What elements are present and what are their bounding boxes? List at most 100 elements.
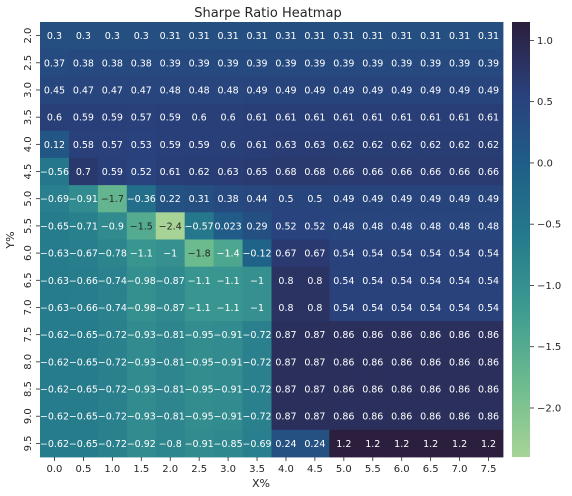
- heatmap-cell: [213, 185, 243, 213]
- heatmap-cells: [40, 22, 504, 458]
- heatmap-cell-label: −0.69: [242, 439, 271, 450]
- heatmap-cell-label: 0.86: [420, 330, 441, 341]
- heatmap-cell-label: 0.87: [304, 357, 325, 368]
- heatmap-cell-label: 0.54: [449, 276, 470, 287]
- heatmap-cell-label: 0.44: [246, 194, 267, 205]
- heatmap-cell-label: −0.91: [69, 194, 98, 205]
- heatmap-cell: [358, 266, 388, 295]
- heatmap-cell-label: −0.65: [69, 330, 98, 341]
- heatmap-cell: [68, 212, 99, 240]
- heatmap-cell: [300, 212, 330, 240]
- heatmap-cell-label: 0.66: [362, 167, 383, 178]
- heatmap-cell: [97, 293, 128, 322]
- heatmap-cell-label: 0.54: [362, 303, 383, 314]
- heatmap-cell-label: −0.87: [156, 276, 185, 287]
- heatmap-cell: [358, 375, 388, 404]
- x-tick-label: 6.5: [423, 464, 439, 475]
- heatmap-cell: [300, 429, 330, 458]
- heatmap-cell: [445, 239, 475, 268]
- heatmap-cell-label: 0.67: [304, 249, 325, 260]
- heatmap-cell: [358, 49, 388, 77]
- heatmap-cell-label: 0.6: [47, 113, 62, 124]
- heatmap-cell: [329, 212, 359, 240]
- heatmap-cell-label: 0.59: [73, 113, 94, 124]
- heatmap-cell-label: 0.61: [478, 113, 499, 124]
- heatmap-cell: [126, 429, 157, 458]
- heatmap-cell: [40, 402, 70, 431]
- heatmap-cell: [445, 49, 475, 77]
- heatmap-cell-label: 0.59: [160, 140, 181, 151]
- heatmap-cell: [97, 22, 128, 50]
- heatmap-cell-label: 0.39: [362, 58, 383, 69]
- colorbar-tick-label: 1.0: [537, 36, 553, 47]
- heatmap-cell: [329, 293, 359, 322]
- heatmap-cell-label: 0.49: [246, 85, 267, 96]
- y-axis-label: Y%: [4, 231, 17, 249]
- y-tick-label: 5.5: [23, 218, 34, 234]
- heatmap-cell: [358, 157, 388, 186]
- heatmap-cell-label: −0.72: [98, 357, 127, 368]
- heatmap-cell-label: 0.86: [449, 330, 470, 341]
- heatmap-cell: [445, 103, 475, 132]
- heatmap-cell-label: −0.87: [156, 303, 185, 314]
- heatmap-cell-label: 1.2: [394, 439, 409, 450]
- heatmap-cell-label: −0.63: [40, 249, 69, 260]
- heatmap-cell-label: −0.93: [127, 357, 156, 368]
- heatmap-cell-label: 0.53: [131, 140, 152, 151]
- heatmap-cell-label: 0.62: [362, 140, 383, 151]
- heatmap-cell-label: 0.66: [420, 167, 441, 178]
- heatmap-cell-label: 0.38: [218, 194, 239, 205]
- y-axis: 2.0 2.5 3.0 3.5 4.0 4.5 5.0 5.5 6.0 6.5 7.0 7.5 8.0 8…: [23, 28, 40, 451]
- heatmap-cell: [242, 429, 272, 458]
- heatmap-cell: [126, 321, 157, 349]
- heatmap-cell: [97, 157, 128, 186]
- heatmap-cell: [329, 185, 359, 213]
- heatmap-cell-label: −1.5: [130, 221, 153, 232]
- heatmap-cell: [242, 212, 272, 240]
- heatmap-cell: [474, 49, 504, 77]
- heatmap-cell: [97, 212, 128, 240]
- heatmap-cell: [387, 293, 417, 322]
- heatmap-cell-label: −0.9: [101, 221, 124, 232]
- heatmap-cell-label: 0.87: [275, 385, 296, 396]
- heatmap-cell: [213, 22, 243, 50]
- heatmap-cell: [68, 103, 99, 132]
- heatmap-cell: [184, 103, 215, 132]
- heatmap-cell: [445, 212, 475, 240]
- heatmap-cell-label: 0.61: [160, 167, 181, 178]
- heatmap-cell-label: 0.86: [362, 357, 383, 368]
- x-tick-label: 3.5: [249, 464, 265, 475]
- heatmap-cell-label: 0.49: [420, 85, 441, 96]
- heatmap-cell-label: 0.54: [333, 303, 354, 314]
- heatmap-cell-label: 0.54: [391, 303, 412, 314]
- heatmap-cell: [97, 76, 128, 104]
- heatmap-cell: [155, 212, 186, 240]
- heatmap-cell: [416, 348, 446, 376]
- heatmap-cell: [68, 239, 99, 268]
- heatmap-cell-label: −0.72: [98, 412, 127, 423]
- heatmap-cell-label: 0.87: [275, 412, 296, 423]
- heatmap-cell: [184, 348, 215, 376]
- heatmap-cell-label: 0.87: [275, 330, 296, 341]
- heatmap-cell: [329, 266, 359, 295]
- heatmap-cell-label: 0.31: [160, 31, 181, 42]
- heatmap-cell: [300, 185, 330, 213]
- heatmap-cell-label: −1.8: [188, 249, 211, 260]
- heatmap-cell: [416, 212, 446, 240]
- heatmap-cell-label: 0.59: [102, 113, 123, 124]
- heatmap-cell: [358, 212, 388, 240]
- x-tick-label: 6.0: [394, 464, 410, 475]
- heatmap-cell-label: 0.49: [333, 85, 354, 96]
- heatmap-cell-label: 0.52: [275, 221, 296, 232]
- x-axis-label: X%: [252, 477, 270, 490]
- heatmap-cell: [416, 185, 446, 213]
- heatmap-cell: [329, 429, 359, 458]
- heatmap-cell: [445, 185, 475, 213]
- heatmap-cell-label: 0.31: [218, 31, 239, 42]
- colorbar-tick-label: −0.5: [537, 220, 561, 231]
- heatmap-cell: [126, 348, 157, 376]
- heatmap-cell: [242, 76, 272, 104]
- colorbar: [512, 22, 530, 457]
- heatmap-cell-label: −1: [250, 276, 264, 287]
- heatmap-cell: [184, 321, 215, 349]
